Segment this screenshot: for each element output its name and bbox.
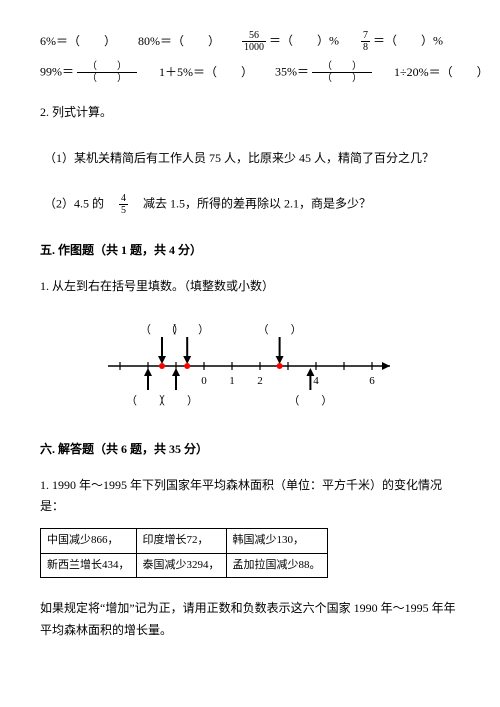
svg-text:4: 4 [313,375,319,387]
fraction-icon: 7 8 [361,30,370,53]
fraction-icon: 56 1000 [242,30,266,53]
eq-99pct: 99%＝ （ ） （ ） [40,61,137,84]
svg-text:（ ）: （ ） [258,323,302,336]
table-cell: 新西兰增长434， [41,553,137,578]
eq-6pct: 6%＝（ ） [40,31,116,53]
svg-text:2: 2 [257,375,263,387]
table-cell: 中国减少866， [41,528,137,553]
q2-part2: （2）4.5 的 4 5 减去 1.5，所得的差再除以 2.1，商是多少？ [44,193,460,216]
eq-1plus5pct: 1＋5%＝（ ） [159,62,253,84]
table-row: 新西兰增长434，泰国减少3294，孟加拉国减少88。 [41,553,328,578]
fraction-icon: 4 5 [119,193,128,216]
eq-56-1000: 56 1000 ＝（ ）% [242,30,339,53]
svg-text:（ ）: （ ） [165,323,209,336]
table-cell: 韩国减少130， [226,528,327,553]
sec5-q1: 1. 从左到右在括号里填数。（填整数或小数） [40,276,460,298]
section-5-heading: 五. 作图题（共 1 题，共 4 分） [40,240,460,262]
eq-80pct: 80%＝（ ） [138,31,220,53]
equation-row-1: 6%＝（ ） 80%＝（ ） 56 1000 ＝（ ）% 7 8 ＝（ ）% [40,30,460,53]
sec6-q1-tail: 如果规定将“增加”记为正，请用正数和负数表示这六个国家 1990 年～1995 … [40,598,460,641]
blank-fraction-icon: （ ） （ ） [312,61,372,84]
table-cell: 泰国减少3294， [136,553,226,578]
svg-text:0: 0 [201,375,207,387]
eq-35pct: 35%＝ （ ） （ ） [275,61,372,84]
section-6-heading: 六. 解答题（共 6 题，共 35 分） [40,439,460,461]
svg-text:1: 1 [229,375,235,387]
q2-part1: （1）某机关精简后有工作人员 75 人，比原来少 45 人，精简了百分之几？ [44,148,460,170]
number-line-svg: 01246（ ）（ ）（ ）（ ）（ ）（ ） [100,321,420,411]
forest-area-table: 中国减少866，印度增长72，韩国减少130，新西兰增长434，泰国减少3294… [40,528,328,579]
blank-fraction-icon: （ ） （ ） [77,61,137,84]
svg-text:（ ）: （ ） [288,394,332,407]
svg-text:6: 6 [369,375,375,387]
sec6-q1-intro: 1. 1990 年～1995 年下列国家年平均森林面积（单位：平方千米）的变化情… [40,475,460,518]
eq-7-8: 7 8 ＝（ ）% [361,30,443,53]
equation-row-2: 99%＝ （ ） （ ） 1＋5%＝（ ） 35%＝ （ ） （ ） 1÷20%… [40,61,460,84]
table-cell: 印度增长72， [136,528,226,553]
number-line-figure: 01246（ ）（ ）（ ）（ ）（ ）（ ） [100,321,460,419]
table-cell: 孟加拉国减少88。 [226,553,327,578]
q2-title: 2. 列式计算。 [40,102,460,124]
table-row: 中国减少866，印度增长72，韩国减少130， [41,528,328,553]
eq-1div20pct: 1÷20%＝（ ） [394,62,489,84]
svg-text:（ ）: （ ） [154,394,198,407]
